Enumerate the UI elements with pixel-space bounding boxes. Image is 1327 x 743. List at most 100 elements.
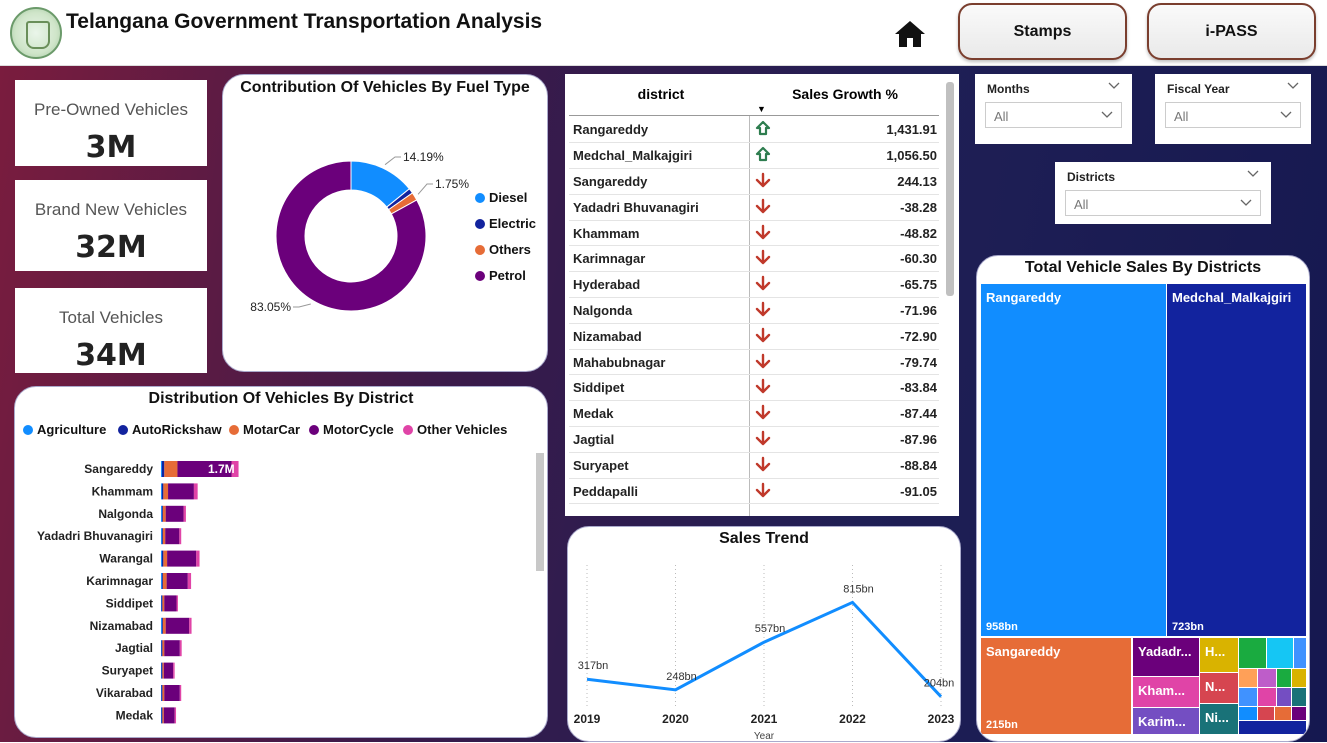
table-scrollbar[interactable] [946,82,954,296]
bar-segment-other-vehicles[interactable] [184,506,186,522]
bar-segment-motarcar[interactable] [163,483,168,499]
treemap-tile-small[interactable] [1239,638,1266,668]
bar-segment-motorcycle[interactable] [168,483,194,499]
bar-segment-motorcycle[interactable] [164,640,180,656]
treemap-tile-small[interactable] [1292,688,1306,706]
bar-segment-autorickshaw[interactable] [161,685,162,701]
treemap-tile[interactable]: Karim... [1133,708,1199,734]
bar-segment-motarcar[interactable] [163,528,165,544]
legend-item-petrol[interactable]: Petrol [475,268,526,283]
treemap-tile[interactable]: H... [1200,638,1238,672]
bar-segment-motarcar[interactable] [163,506,166,522]
bar-segment-motarcar[interactable] [163,551,167,567]
bar-segment-other-vehicles[interactable] [179,528,181,544]
treemap-tile[interactable]: Yadadr... [1133,638,1199,676]
bar-segment-autorickshaw[interactable] [162,551,163,567]
treemap-tile-small[interactable] [1267,638,1293,668]
bar-segment-other-vehicles[interactable] [194,483,198,499]
bar-segment-agriculture[interactable] [161,618,162,634]
chevron-down-icon[interactable] [1108,82,1120,90]
bar-segment-autorickshaw[interactable] [161,663,162,679]
bar-segment-autorickshaw[interactable] [162,461,164,477]
bar-segment-motorcycle[interactable] [164,595,176,611]
bar-segment-other-vehicles[interactable] [188,573,191,589]
bar-segment-motorcycle[interactable] [164,663,173,679]
legend-item-electric[interactable]: Electric [475,216,536,231]
table-row[interactable]: Nalgonda-71.96 [569,298,939,324]
table-row[interactable]: Yadadri Bhuvanagiri-38.28 [569,194,939,220]
bar-segment-motarcar[interactable] [162,640,164,656]
bar-segment-agriculture[interactable] [161,573,162,589]
bar-segment-motarcar[interactable] [162,707,163,723]
bar-segment-motarcar[interactable] [164,461,177,477]
treemap-tile-small[interactable] [1292,707,1306,720]
bar-segment-autorickshaw[interactable] [162,506,163,522]
treemap-tile-small[interactable] [1258,669,1276,687]
treemap-tile[interactable]: Kham... [1133,677,1199,707]
bar-segment-autorickshaw[interactable] [161,640,162,656]
bar-segment-agriculture[interactable] [161,506,162,522]
table-row[interactable]: Nizamabad-72.90 [569,323,939,349]
bar-segment-other-vehicles[interactable] [177,595,178,611]
bar-segment-agriculture[interactable] [161,528,162,544]
months-slicer[interactable]: Months All [975,74,1132,144]
fiscal-year-dropdown[interactable]: All [1165,102,1301,128]
treemap-tile-small[interactable] [1258,688,1276,706]
legend-item-diesel[interactable]: Diesel [475,190,527,205]
bar-segment-other-vehicles[interactable] [180,685,181,701]
treemap-tile-small[interactable] [1275,707,1291,720]
table-row[interactable]: Karimnagar-60.30 [569,246,939,272]
treemap-tile-small[interactable] [1277,688,1291,706]
bar-segment-autorickshaw[interactable] [162,618,163,634]
bar-segment-other-vehicles[interactable] [175,707,176,723]
table-row[interactable]: Suryapet-88.84 [569,452,939,478]
bar-segment-other-vehicles[interactable] [189,618,191,634]
table-row[interactable]: Mahabubnagar-79.74 [569,349,939,375]
bar-segment-motarcar[interactable] [162,685,164,701]
column-header-district[interactable]: district [573,86,749,102]
months-dropdown[interactable]: All [985,102,1122,128]
bar-segment-other-vehicles[interactable] [180,640,182,656]
home-button[interactable] [880,10,940,58]
bar-segment-autorickshaw[interactable] [161,595,162,611]
bar-segment-motarcar[interactable] [163,573,167,589]
treemap-tile-small[interactable] [1292,669,1306,687]
bar-segment-motarcar[interactable] [162,663,163,679]
bar-segment-autorickshaw[interactable] [161,707,162,723]
bar-segment-agriculture[interactable] [161,461,162,477]
bar-segment-motarcar[interactable] [163,618,166,634]
stamps-button[interactable]: Stamps [958,3,1127,60]
table-row[interactable]: Siddipet-83.84 [569,375,939,401]
bar-segment-other-vehicles[interactable] [173,663,174,679]
bar-segment-motarcar[interactable] [162,595,164,611]
bar-segment-autorickshaw[interactable] [162,573,163,589]
table-row[interactable]: Hyderabad-65.75 [569,272,939,298]
bar-segment-motorcycle[interactable] [164,685,180,701]
table-row[interactable]: Khammam-48.82 [569,220,939,246]
chevron-down-icon[interactable] [1287,82,1299,90]
table-row[interactable]: Jagtial-87.96 [569,427,939,453]
fiscal-year-slicer[interactable]: Fiscal Year All [1155,74,1311,144]
bar-segment-motorcycle[interactable] [167,573,188,589]
ipass-button[interactable]: i-PASS [1147,3,1316,60]
bar-segment-autorickshaw[interactable] [162,483,163,499]
bar-segment-motorcycle[interactable] [165,528,179,544]
bar-segment-motorcycle[interactable] [164,707,175,723]
treemap-tile-small[interactable] [1294,638,1306,668]
bar-segment-other-vehicles[interactable] [196,551,199,567]
districts-dropdown[interactable]: All [1065,190,1261,216]
bar-segment-motorcycle[interactable] [166,618,190,634]
bar-segment-autorickshaw[interactable] [162,528,163,544]
column-header-sales-growth[interactable]: Sales Growth % [755,86,935,102]
treemap-tile-small[interactable] [1239,688,1257,706]
sort-descending-icon[interactable]: ▼ [757,104,766,114]
table-row[interactable]: Medak-87.44 [569,401,939,427]
treemap-tile-small[interactable] [1239,669,1257,687]
treemap-tile-small[interactable] [1277,669,1291,687]
bar-segment-motorcycle[interactable] [166,506,184,522]
bar-segment-agriculture[interactable] [161,483,162,499]
